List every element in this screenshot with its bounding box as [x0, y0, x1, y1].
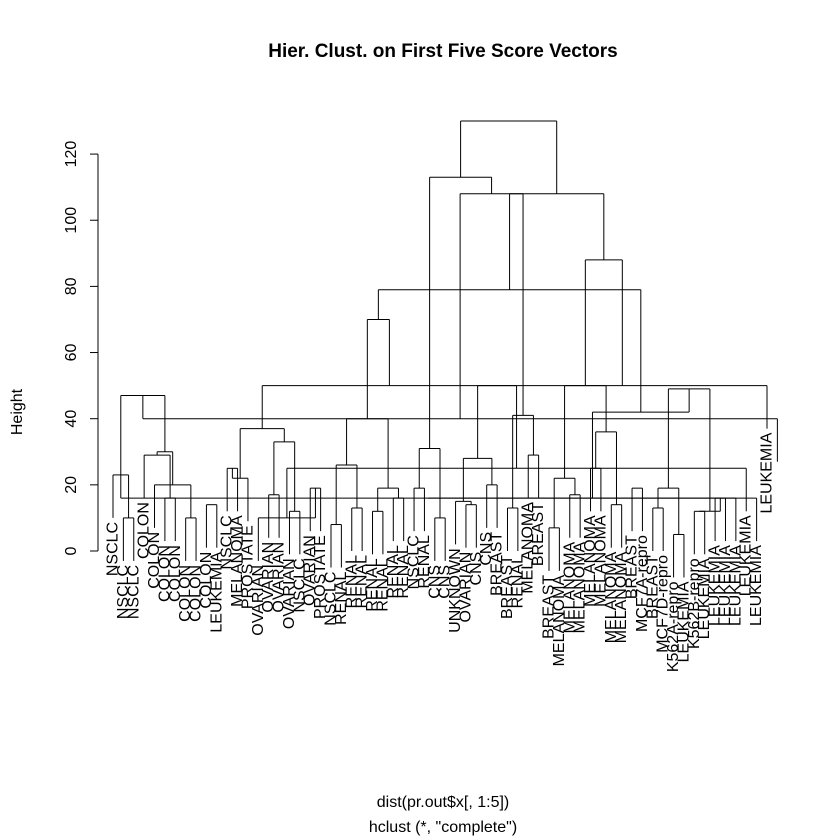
leaf-label: OVARIAN	[271, 542, 288, 613]
leaf-label: BREAST	[530, 502, 547, 566]
leaf-label: RENAL	[416, 535, 433, 588]
y-tick-label: 0	[63, 546, 80, 555]
leaf-label: NSCLC	[406, 535, 423, 589]
leaf-label: OVARIAN	[302, 535, 319, 606]
leaf-label: COLON	[156, 545, 173, 602]
leaf-label: LEUKEMIA	[696, 558, 713, 639]
leaf-label: CNS	[426, 565, 443, 599]
y-tick-label: 80	[63, 277, 80, 295]
leaf-label: OVARIAN	[250, 565, 267, 636]
leaf-label: CNS	[478, 532, 495, 566]
leaf-label: OVARIAN	[281, 558, 298, 629]
leaf-label: NSCLC	[105, 522, 122, 576]
leaf-label: OVARIAN	[260, 542, 277, 613]
leaf-label: RENAL	[364, 558, 381, 611]
leaf-label: BREAST	[644, 555, 661, 619]
y-axis: 0 20 40 60 80 100 120	[63, 141, 99, 555]
leaf-label: MELANOMA	[520, 502, 537, 594]
leaf-label: LEUKEMIA	[707, 545, 724, 626]
leaf-label: LEUKEMIA	[727, 545, 744, 626]
leaf-label: MCF7D-repro	[655, 555, 672, 653]
leaf-label: NSCLC	[291, 558, 308, 612]
leaf-label: MELANOMA	[613, 551, 630, 643]
x-axis-sublabel: hclust (*, "complete")	[369, 819, 517, 836]
leaf-label: MELANOMA	[561, 541, 578, 633]
leaf-label: NSCLC	[115, 565, 132, 619]
leaf-label: COLON	[188, 565, 205, 622]
leaf-label: NSCLC	[125, 565, 142, 619]
leaf-label: RENAL	[333, 571, 350, 624]
leaf-label: LEUKEMIA	[759, 432, 776, 513]
leaf-label: CNS	[437, 565, 454, 599]
leaf-label: LEUKEMIA	[208, 551, 225, 632]
leaf-label: PROSTATE	[312, 535, 329, 619]
leaf-label: LEUKEMIA	[717, 545, 734, 626]
leaf-label: NSCLC	[219, 515, 236, 569]
leaf-label: MELANOMA	[572, 541, 589, 633]
leaf-label: LEUKEMIA	[738, 515, 755, 596]
leaf-label: COLON	[136, 502, 153, 559]
leaf-label: COLON	[146, 532, 163, 589]
leaf-label: MELANOMA	[229, 515, 246, 607]
y-tick-label: 40	[63, 410, 80, 428]
leaf-label: RENAL	[395, 545, 412, 598]
y-tick-label: 20	[63, 476, 80, 494]
leaf-label: K562B-repro	[686, 558, 703, 649]
leaf-label: BREAST	[489, 532, 506, 596]
y-axis-label: Height	[9, 388, 26, 435]
leaf-labels: NSCLCNSCLCNSCLCCOLONCOLONCOLONCOLONCOLON…	[105, 432, 776, 672]
leaf-label: BREAST	[541, 575, 558, 639]
leaf-label: LEUKEMIA	[675, 581, 692, 662]
leaf-label: RENAL	[374, 558, 391, 611]
leaf-label: RENAL	[509, 555, 526, 608]
leaf-label: K562A-repro	[665, 581, 682, 672]
leaf-label: RENAL	[343, 555, 360, 608]
leaf-label: COLON	[167, 545, 184, 602]
leaf-label: RENAL	[354, 555, 371, 608]
leaf-label: CNS	[468, 552, 485, 586]
leaf-label: MELANOMA	[551, 575, 568, 667]
y-tick-label: 60	[63, 344, 80, 362]
leaf-label: UNKNOWN	[447, 548, 464, 632]
leaf-label: MCF7A-repro	[634, 535, 651, 632]
leaf-label: MELANOMA	[582, 515, 599, 607]
leaf-label: COLON	[198, 552, 215, 609]
leaf-label: COLON	[177, 565, 194, 622]
leaf-label: OVARIAN	[457, 552, 474, 623]
x-axis-label: dist(pr.out$x[, 1:5])	[377, 794, 510, 811]
leaf-label: RENAL	[385, 545, 402, 598]
leaf-label: NSCLC	[323, 572, 340, 626]
leaf-label: LEUKEMIA	[748, 545, 765, 626]
y-tick-label: 120	[63, 141, 80, 168]
leaf-label: BREAST	[624, 535, 641, 599]
leaf-label: MELANOMA	[592, 515, 609, 607]
y-tick-label: 100	[63, 207, 80, 234]
dendrogram-tree	[112, 120, 778, 578]
chart-title: Hier. Clust. on First Five Score Vectors	[268, 41, 618, 62]
leaf-label: MELANOMA	[603, 551, 620, 643]
leaf-label: PROSTATE	[239, 525, 256, 609]
leaf-label: BREAST	[499, 555, 516, 619]
